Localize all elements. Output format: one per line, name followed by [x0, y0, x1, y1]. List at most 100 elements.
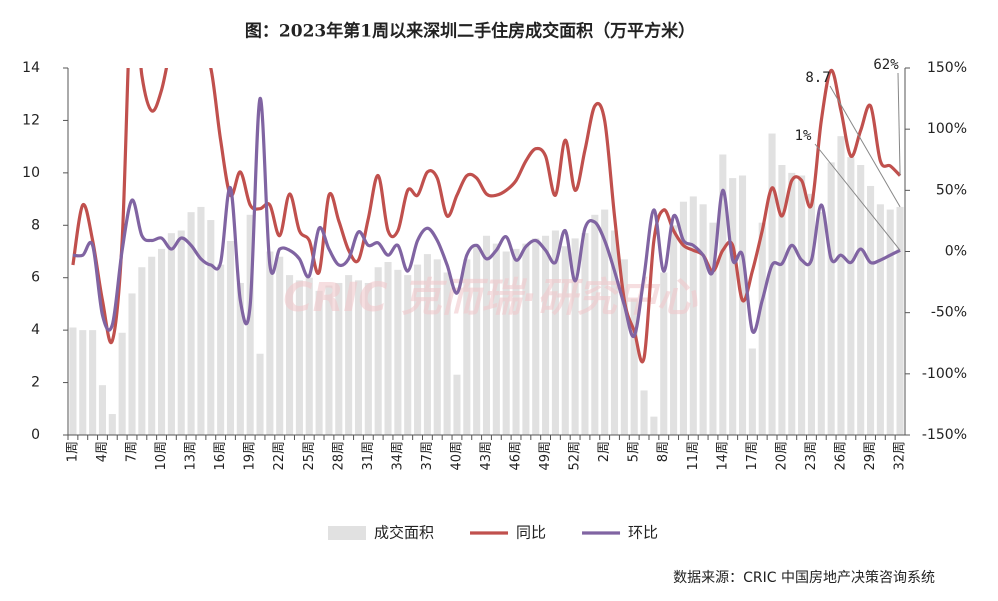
bar [315, 290, 323, 435]
x-tick-label: 2周 [597, 441, 612, 462]
x-tick-label: 52周 [568, 441, 583, 471]
bar [187, 212, 195, 435]
bar [246, 214, 254, 435]
bar [748, 348, 756, 435]
bar [148, 256, 156, 435]
bar [581, 233, 589, 435]
bar [118, 332, 126, 435]
legend-label: 同比 [516, 524, 546, 542]
annotation: 62% [873, 57, 899, 73]
leader-line [897, 72, 901, 176]
bar [325, 285, 333, 435]
bar [502, 251, 510, 435]
x-tick-label: 49周 [538, 441, 553, 471]
chart-title: 图：2023年第1周以来深圳二手住房成交面积（万平方米） [245, 21, 695, 42]
bar [207, 220, 215, 435]
bar [876, 204, 884, 435]
y2-tick-label: -150% [922, 427, 967, 443]
bar [561, 246, 569, 435]
legend-label: 环比 [628, 524, 658, 542]
y-tick-label: 6 [31, 270, 40, 286]
annotation: 8.7 [805, 70, 830, 86]
bar [670, 225, 678, 435]
bar [620, 259, 628, 435]
x-tick-label: 14周 [715, 441, 730, 471]
y-tick-label: 14 [22, 60, 40, 76]
bar [610, 230, 619, 435]
bar [640, 390, 648, 435]
bar [217, 264, 225, 435]
bar [177, 230, 185, 435]
x-tick-label: 43周 [479, 441, 494, 471]
bar [276, 256, 284, 435]
bar [788, 172, 796, 435]
x-tick-label: 4周 [95, 441, 110, 462]
x-tick-label: 1周 [65, 441, 80, 462]
x-tick-label: 13周 [184, 441, 199, 471]
x-tick-label: 32周 [893, 441, 908, 471]
bar [689, 196, 697, 435]
bar [551, 230, 559, 435]
x-tick-label: 19周 [243, 441, 258, 471]
bar [542, 235, 550, 435]
bar [837, 136, 845, 435]
bar [866, 185, 875, 435]
bar [827, 162, 835, 435]
bar [79, 330, 87, 435]
leader-line [814, 143, 901, 251]
bars [69, 133, 904, 436]
bar [473, 246, 481, 435]
y2-tick-label: 100% [927, 121, 967, 137]
lines [71, 68, 902, 364]
bar [305, 277, 313, 435]
x-tick-label: 8周 [656, 441, 671, 462]
bar [443, 272, 451, 435]
y-tick-label: 10 [22, 165, 40, 181]
bar [532, 238, 540, 435]
bar [630, 298, 638, 435]
x-tick-label: 22周 [272, 441, 287, 471]
bar [266, 251, 274, 435]
x-tick-label: 11周 [686, 441, 701, 471]
x-tick-label: 10周 [154, 441, 169, 471]
x-tick-label: 16周 [213, 441, 228, 471]
bar [394, 269, 402, 435]
bar [226, 241, 235, 435]
bar [778, 164, 786, 435]
y-tick-label: 12 [22, 112, 40, 128]
bar [364, 282, 372, 435]
bar [709, 222, 717, 435]
legend-label: 成交面积 [374, 524, 434, 542]
y-tick-label: 4 [31, 322, 40, 338]
bar [601, 209, 609, 435]
bar [433, 259, 441, 435]
y-tick-label: 8 [31, 217, 40, 233]
bar [197, 206, 205, 435]
y2-tick-label: -50% [931, 305, 967, 321]
bar [345, 275, 353, 435]
bar [295, 280, 303, 435]
line-series [71, 68, 902, 364]
bar [758, 222, 766, 435]
bar [660, 272, 668, 435]
watermark: CRIC 克而瑞·研究中心 [283, 275, 698, 321]
bar [817, 212, 825, 435]
bar [158, 248, 166, 435]
y-tick-label: 0 [31, 427, 40, 443]
x-tick-label: 26周 [833, 441, 848, 471]
bar [167, 233, 175, 435]
x-tick-label: 25周 [302, 441, 317, 471]
bar [798, 175, 806, 435]
bar [128, 293, 136, 435]
bar [354, 280, 363, 435]
y2-tick-label: -100% [922, 366, 967, 382]
x-tick-label: 7周 [125, 441, 140, 462]
bar [453, 374, 461, 435]
bar [571, 238, 579, 435]
bar [699, 204, 707, 435]
bar [719, 154, 727, 435]
x-tick-label: 23周 [804, 441, 819, 471]
bar [384, 261, 392, 435]
y2-tick-label: 150% [927, 60, 967, 76]
